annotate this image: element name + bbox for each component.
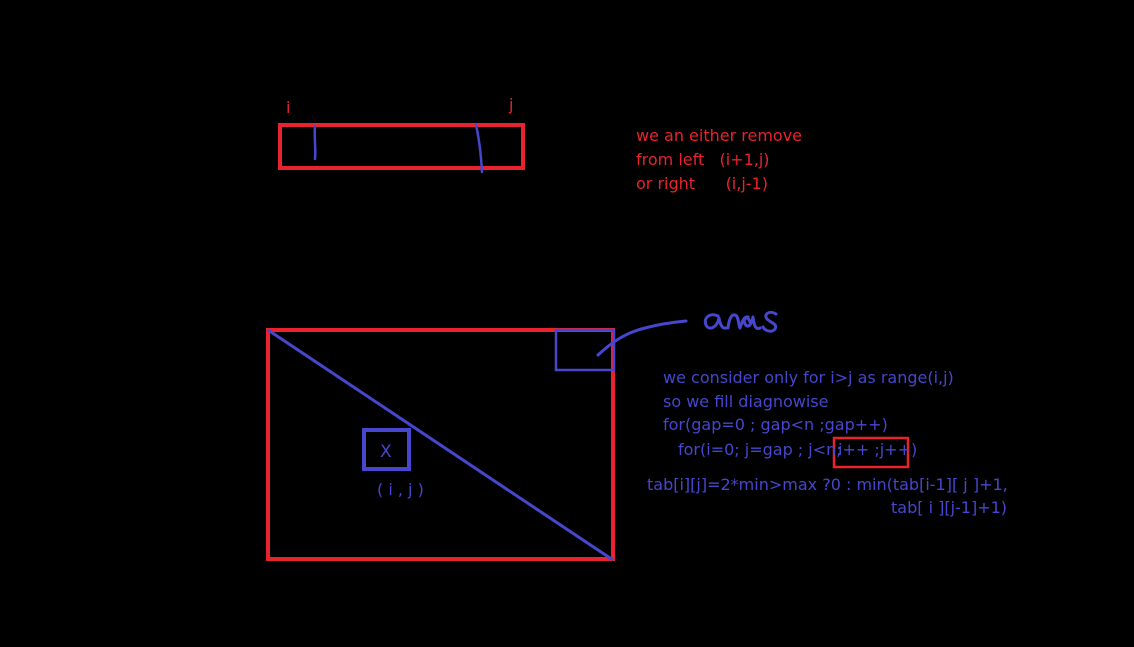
right-pointer-mark	[474, 123, 484, 174]
answer-cell	[554, 328, 616, 372]
formula-line-2: tab[ i ][j-1]+1)	[891, 498, 1008, 517]
note-line-3: or right (i,j-1)	[636, 174, 768, 193]
current-cell	[362, 428, 411, 471]
answer-pointer-stroke	[596, 319, 688, 357]
dp-table	[266, 328, 615, 561]
explanation-line-1: we consider only for i>j as range(i,j)	[663, 368, 954, 387]
explanation-line-2: so we fill diagnowise	[663, 392, 829, 411]
note-line-1: we an either remove	[636, 126, 803, 145]
explanation-line-4: for(i=0; j=gap ; j<n;	[678, 440, 842, 459]
current-cell-index: ( i , j )	[377, 480, 424, 499]
diagonal-line	[267, 328, 614, 562]
left-pointer-mark	[313, 124, 317, 161]
explanation-line-3: for(gap=0 ; gap<n ;gap++)	[663, 415, 888, 434]
index-i-label: i	[286, 98, 291, 117]
index-j-label: j	[509, 95, 514, 114]
note-line-2: from left (i+1,j)	[636, 150, 770, 169]
array-rectangle	[278, 123, 525, 170]
explanation-line-4-boxed: i++ ;j++)	[838, 440, 918, 459]
ans-handwriting	[703, 310, 778, 333]
current-cell-label: X	[380, 442, 392, 462]
formula-line-1: tab[i][j]=2*min>max ?0 : min(tab[i-1][ j…	[647, 475, 1008, 494]
loop-increment-highlight	[832, 436, 910, 469]
